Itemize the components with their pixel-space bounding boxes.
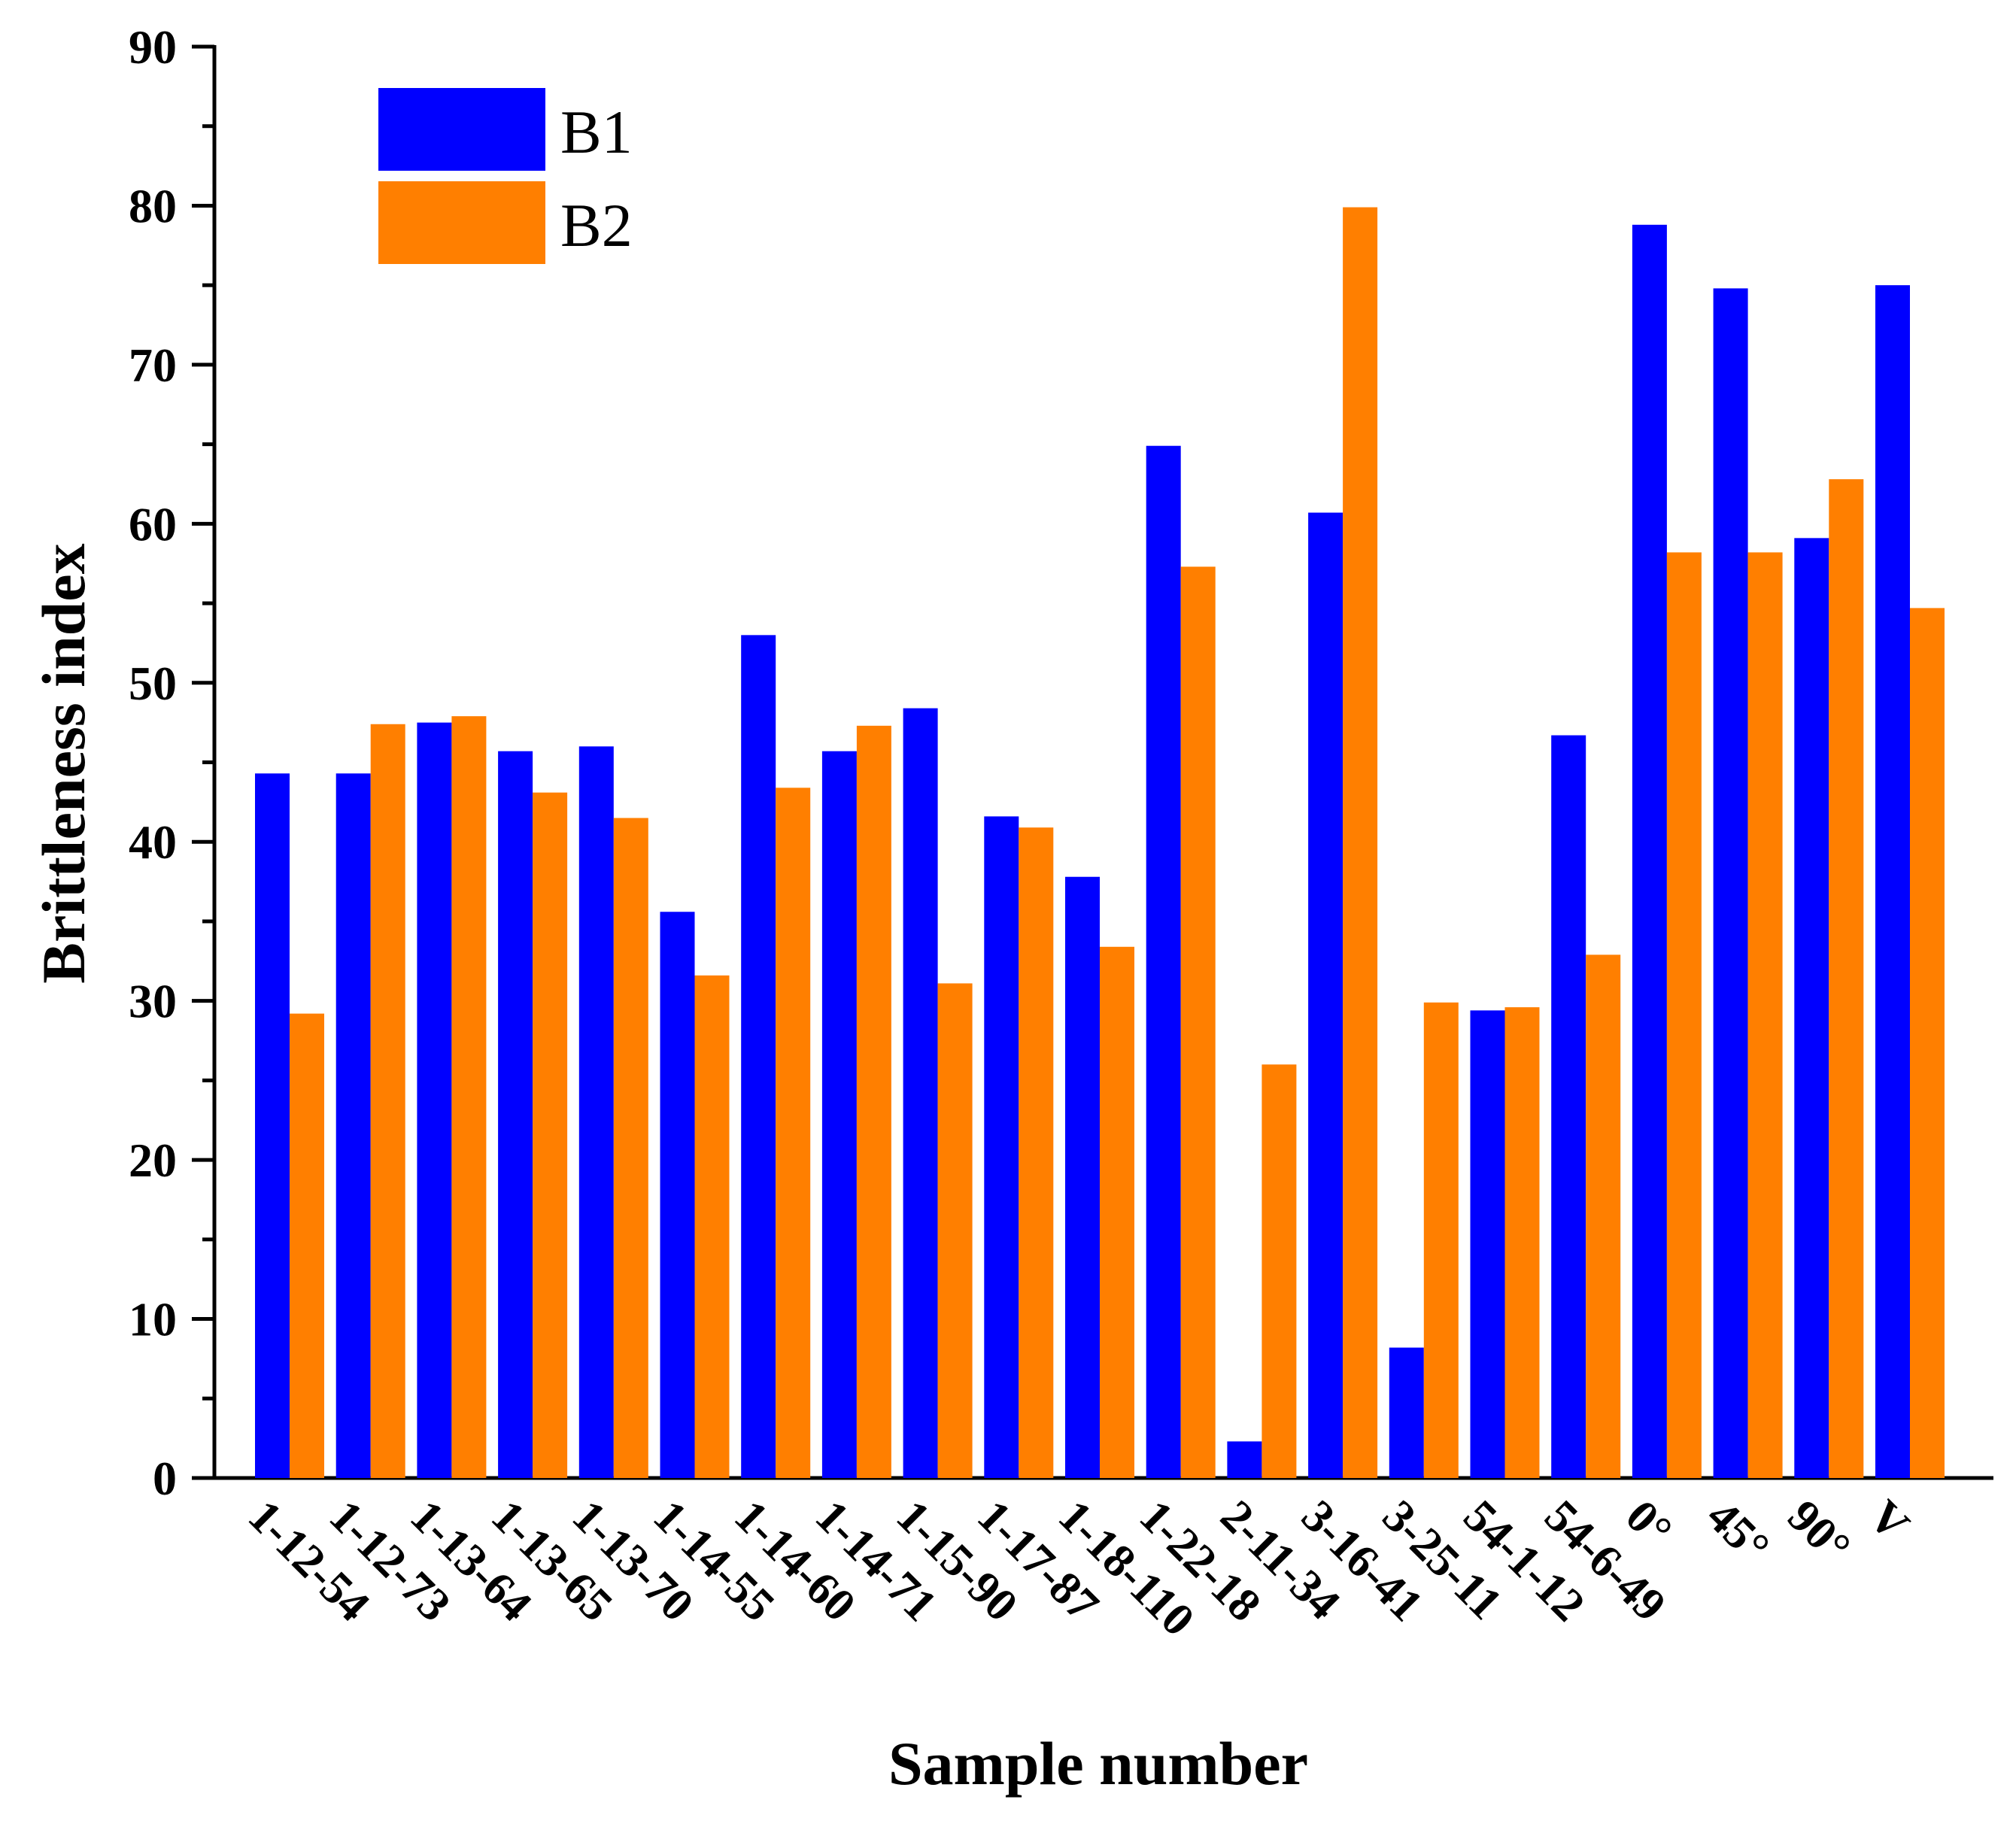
y-tick-label: 50	[129, 657, 177, 710]
bar-b2-5	[613, 818, 648, 1478]
bar-b2-1	[290, 1013, 324, 1478]
bar-b2-15	[1423, 1002, 1459, 1478]
bar-b1-11	[1065, 876, 1100, 1478]
bar-b1-9	[903, 708, 938, 1478]
bar-b1-12	[1146, 445, 1181, 1478]
y-tick-label: 10	[129, 1293, 177, 1346]
bar-b2-12	[1180, 566, 1216, 1478]
bar-b1-18	[1632, 224, 1667, 1479]
legend: B1 B2	[378, 88, 633, 264]
bar-b1-5	[578, 746, 614, 1478]
bar-b1-8	[821, 751, 857, 1478]
y-tick-label: 30	[129, 975, 177, 1028]
bar-b1-21	[1875, 285, 1910, 1479]
bar-b2-4	[533, 792, 568, 1478]
y-tick-label: 80	[129, 179, 177, 232]
bar-b2-21	[1910, 608, 1945, 1478]
bar-b1-13	[1227, 1441, 1262, 1478]
bar-b1-4	[498, 751, 533, 1478]
legend-swatch-b1	[378, 88, 545, 171]
bar-b1-6	[660, 912, 695, 1478]
bar-b1-17	[1551, 735, 1586, 1478]
bar-b1-14	[1308, 512, 1343, 1478]
bar-b1-16	[1470, 1010, 1505, 1478]
bar-b2-8	[856, 725, 891, 1478]
bar-b2-11	[1100, 946, 1134, 1478]
legend-label-b1: B1	[560, 98, 633, 166]
bar-b2-6	[694, 975, 730, 1478]
legend-swatch-b2	[378, 181, 545, 264]
bar-b2-19	[1747, 552, 1783, 1478]
bar-b1-20	[1794, 538, 1829, 1479]
y-axis-title: Brittleness index	[29, 543, 98, 983]
bars-group	[255, 207, 1945, 1479]
y-tick-label: 70	[129, 338, 177, 392]
bar-b2-18	[1666, 552, 1702, 1478]
bar-b2-9	[937, 983, 973, 1478]
bar-b1-15	[1389, 1347, 1424, 1478]
bar-b1-19	[1713, 288, 1748, 1479]
y-tick-label: 0	[153, 1452, 177, 1505]
bar-b1-7	[741, 635, 776, 1478]
bar-b1-3	[417, 722, 452, 1478]
x-tick-label: V	[1859, 1491, 1919, 1551]
bar-b2-2	[370, 724, 405, 1478]
y-tick-label: 20	[129, 1134, 177, 1187]
bar-b1-1	[255, 773, 290, 1478]
bar-b2-3	[451, 716, 487, 1478]
bar-b2-14	[1343, 207, 1378, 1479]
x-axis-title: Sample number	[888, 1729, 1308, 1798]
y-tick-label: 40	[129, 815, 177, 869]
bar-b2-17	[1586, 954, 1621, 1478]
y-tick-label: 90	[129, 20, 177, 74]
x-tick-label: 45°	[1697, 1491, 1779, 1573]
y-tick-label: 60	[129, 497, 177, 551]
legend-label-b2: B2	[560, 191, 633, 259]
bar-b1-2	[335, 773, 371, 1478]
bar-b2-7	[776, 788, 811, 1478]
bar-b1-10	[984, 816, 1019, 1478]
x-tick-label: 90°	[1778, 1491, 1860, 1573]
bar-b2-20	[1829, 479, 1864, 1478]
bar-b2-10	[1019, 827, 1054, 1478]
bar-b2-16	[1504, 1007, 1540, 1478]
bar-b2-13	[1262, 1064, 1297, 1478]
